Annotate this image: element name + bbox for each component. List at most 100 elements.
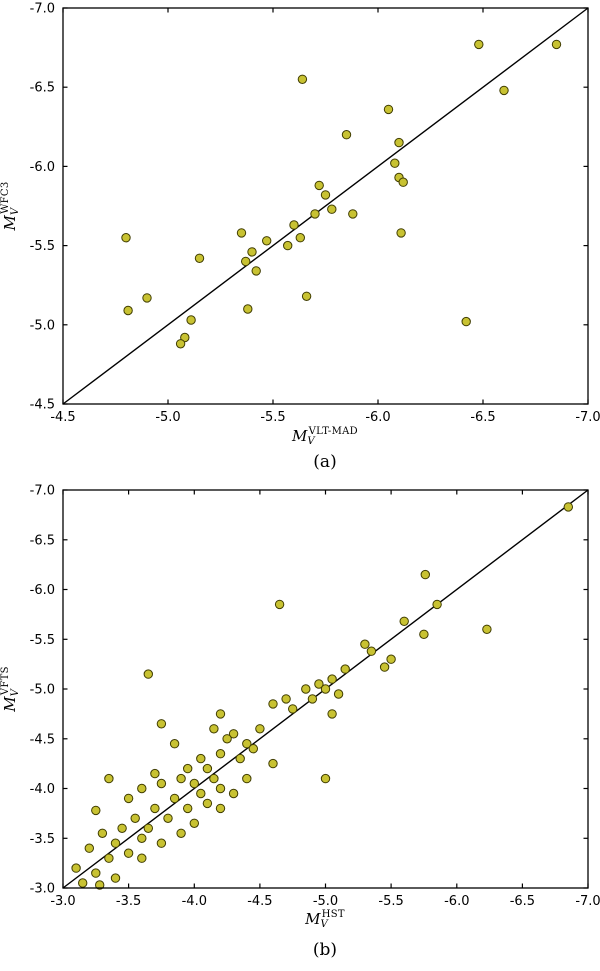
y-tick-label: -6.5	[30, 81, 55, 96]
data-point	[202, 798, 213, 809]
x-tick-label: -5.5	[260, 410, 285, 425]
data-point	[183, 763, 193, 774]
data-point	[104, 853, 114, 863]
x-tick-label: -6.0	[365, 410, 390, 425]
ylabel-base: M	[1, 215, 19, 232]
data-point	[301, 684, 311, 694]
data-point	[137, 783, 147, 794]
data-point	[123, 848, 134, 858]
data-point	[394, 137, 404, 148]
x-tick-label: -7.0	[575, 894, 600, 909]
data-point	[150, 768, 160, 779]
data-point	[97, 828, 108, 838]
x-tick-label: -3.0	[50, 894, 75, 909]
identity-line	[62, 7, 589, 405]
data-point	[215, 709, 226, 719]
x-tick-label: -6.0	[444, 894, 469, 909]
data-point	[169, 739, 180, 749]
data-point	[183, 803, 193, 814]
y-tick-label: -6.5	[30, 533, 55, 548]
data-point	[333, 689, 344, 699]
data-point	[396, 228, 406, 238]
data-point	[295, 233, 305, 243]
data-point	[91, 805, 101, 816]
data-point	[340, 664, 350, 674]
data-point	[175, 339, 186, 349]
x-tick-label: -4.5	[50, 410, 75, 425]
xlabel-sub: V	[320, 919, 329, 930]
data-point	[283, 240, 293, 251]
data-point	[156, 719, 167, 729]
data-point	[123, 305, 133, 316]
data-point	[84, 843, 95, 853]
data-point	[176, 773, 186, 784]
y-tick-label: -4.5	[30, 398, 55, 413]
data-point	[386, 654, 396, 664]
data-point	[379, 662, 390, 672]
data-point	[274, 599, 285, 610]
data-point	[461, 316, 471, 327]
data-point	[110, 873, 121, 883]
data-point	[95, 880, 105, 890]
y-tick-label: -4.5	[30, 732, 55, 747]
data-point	[474, 39, 484, 50]
data-point	[143, 823, 154, 833]
data-point	[563, 502, 573, 512]
data-point	[348, 209, 358, 219]
data-point	[150, 803, 160, 814]
y-tick-label: -5.0	[30, 318, 55, 333]
y-tick-label: -4.0	[30, 782, 55, 797]
x-tick-label: -3.5	[116, 894, 141, 909]
data-point	[297, 74, 308, 85]
data-point	[320, 190, 331, 200]
data-point	[176, 828, 186, 838]
data-point	[289, 220, 299, 230]
ylabel-sub: V	[10, 206, 21, 215]
x-tick-label: -5.5	[378, 894, 403, 909]
data-point	[143, 669, 154, 679]
data-point	[242, 773, 252, 784]
data-point	[196, 788, 206, 799]
data-point	[228, 788, 239, 799]
chart-a-ylabel: MVWFC3	[0, 181, 21, 231]
y-tick-label: -3.0	[30, 882, 55, 897]
x-tick-label: -4.5	[247, 894, 272, 909]
chart-a-xlabel: MVVLT-MAD	[291, 426, 358, 447]
data-point	[215, 783, 226, 794]
chart-a: -4.5 -5.0 -5.5 -6.0 -6.5 -7.0 -4.5 -5.0 -5.5 -6.0…	[0, 2, 600, 473]
data-point	[163, 813, 173, 823]
data-point	[222, 734, 232, 744]
data-point	[186, 315, 196, 325]
x-tick-label: -4.0	[182, 894, 207, 909]
data-point	[247, 247, 257, 257]
y-tick-label: -7.0	[30, 484, 55, 499]
data-point	[156, 778, 167, 789]
data-point	[251, 266, 261, 276]
data-point	[78, 878, 88, 888]
chart-b-ylabel: MVVFTS	[0, 666, 21, 712]
data-point	[307, 694, 318, 704]
data-point	[499, 85, 509, 96]
data-point	[169, 793, 180, 804]
data-point	[196, 753, 206, 764]
chart-a-plot-area: -4.5 -5.0 -5.5 -6.0 -6.5 -7.0 -4.5 -5.0 -5.5 -6.0…	[30, 2, 600, 426]
data-point	[262, 236, 272, 246]
x-tick-label: -7.0	[575, 410, 600, 425]
data-point	[71, 863, 81, 873]
data-point	[268, 758, 278, 769]
chart-b-plot-area: -3.0 -3.5 -4.0 -4.5 -5.0 -5.5 -6.0 -6.5 -7.0 -3.0…	[30, 484, 600, 910]
data-point	[104, 773, 114, 784]
data-point	[551, 39, 562, 50]
ylabel-sub: V	[10, 687, 21, 696]
x-tick-label: -6.5	[470, 410, 495, 425]
data-point	[209, 773, 219, 784]
y-tick-label: -5.5	[30, 633, 55, 648]
data-point	[320, 684, 331, 694]
data-point	[390, 158, 400, 168]
data-point	[209, 724, 219, 734]
y-tick-label: -3.5	[30, 832, 55, 847]
data-point	[142, 293, 152, 303]
data-point	[320, 773, 331, 784]
data-point	[399, 616, 409, 627]
